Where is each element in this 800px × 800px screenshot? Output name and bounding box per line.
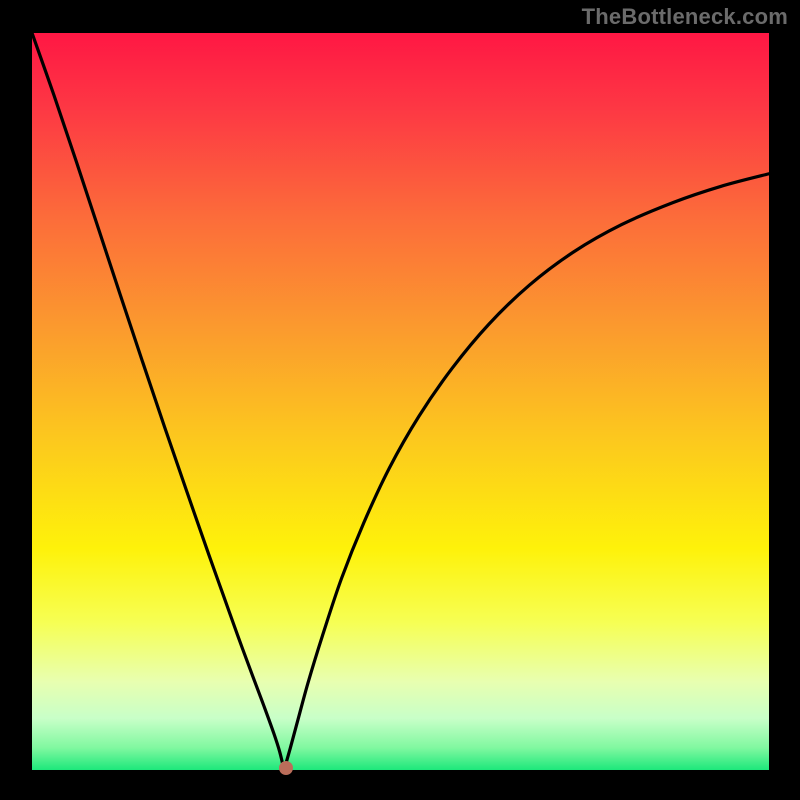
chart-area: [32, 33, 769, 770]
min-marker: [279, 761, 293, 775]
chart-curve: [32, 33, 769, 770]
watermark-text: TheBottleneck.com: [582, 4, 788, 30]
